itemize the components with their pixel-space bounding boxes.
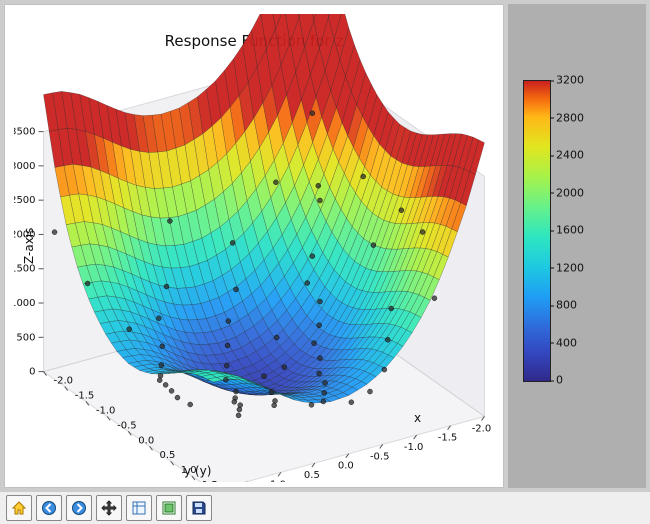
colorbar-tick: 1600 xyxy=(556,224,584,237)
subplots-button[interactable] xyxy=(156,495,182,521)
figure-window: Response Function for z 0500100015002000… xyxy=(0,0,650,524)
svg-text:3500: 3500 xyxy=(14,127,36,138)
svg-text:-0.5: -0.5 xyxy=(117,420,137,431)
home-button[interactable] xyxy=(6,495,32,521)
pan-button[interactable] xyxy=(96,495,122,521)
svg-text:0.5: 0.5 xyxy=(304,470,320,481)
svg-text:0.5: 0.5 xyxy=(160,450,176,461)
colorbar-tick: 3200 xyxy=(556,74,584,87)
svg-text:2500: 2500 xyxy=(14,195,36,206)
svg-text:-0.5: -0.5 xyxy=(370,451,390,462)
svg-text:-1.0: -1.0 xyxy=(404,442,424,453)
svg-text:0: 0 xyxy=(29,367,35,378)
forward-button[interactable] xyxy=(66,495,92,521)
save-button[interactable] xyxy=(186,495,212,521)
plot-area[interactable]: Response Function for z 0500100015002000… xyxy=(4,4,504,488)
svg-text:1500: 1500 xyxy=(14,264,36,275)
svg-text:-2.0: -2.0 xyxy=(54,376,74,387)
y-axis-label: y (y) xyxy=(184,464,211,478)
zoom-button[interactable] xyxy=(126,495,152,521)
svg-text:-1.5: -1.5 xyxy=(438,433,458,444)
colorbar-ticks: 0400800120016002000240028003200 xyxy=(552,80,642,380)
colorbar-tick: 2000 xyxy=(556,186,584,199)
colorbar-tick: 1200 xyxy=(556,261,584,274)
svg-text:-1.5: -1.5 xyxy=(75,391,95,402)
svg-text:1.5: 1.5 xyxy=(202,480,218,482)
svg-text:1000: 1000 xyxy=(14,298,36,309)
colorbar-tick: 2800 xyxy=(556,111,584,124)
svg-text:3000: 3000 xyxy=(14,161,36,172)
colorbar xyxy=(523,80,551,382)
colorbar-tick: 400 xyxy=(556,336,577,349)
svg-text:-2.0: -2.0 xyxy=(472,423,492,434)
nav-toolbar xyxy=(0,492,650,524)
svg-text:1.0: 1.0 xyxy=(270,479,286,482)
z-axis-label: Z-axis xyxy=(22,228,36,264)
svg-text:-1.0: -1.0 xyxy=(96,405,116,416)
back-button[interactable] xyxy=(36,495,62,521)
svg-text:0.0: 0.0 xyxy=(138,435,154,446)
svg-text:500: 500 xyxy=(16,332,35,343)
colorbar-tick: 800 xyxy=(556,299,577,312)
colorbar-tick: 0 xyxy=(556,374,563,387)
x-axis-label: x xyxy=(414,411,421,425)
3d-canvas[interactable]: 0500100015002000250030003500-2.0-1.5-1.0… xyxy=(14,14,494,482)
colorbar-tick: 2400 xyxy=(556,149,584,162)
svg-text:0.0: 0.0 xyxy=(338,461,354,472)
